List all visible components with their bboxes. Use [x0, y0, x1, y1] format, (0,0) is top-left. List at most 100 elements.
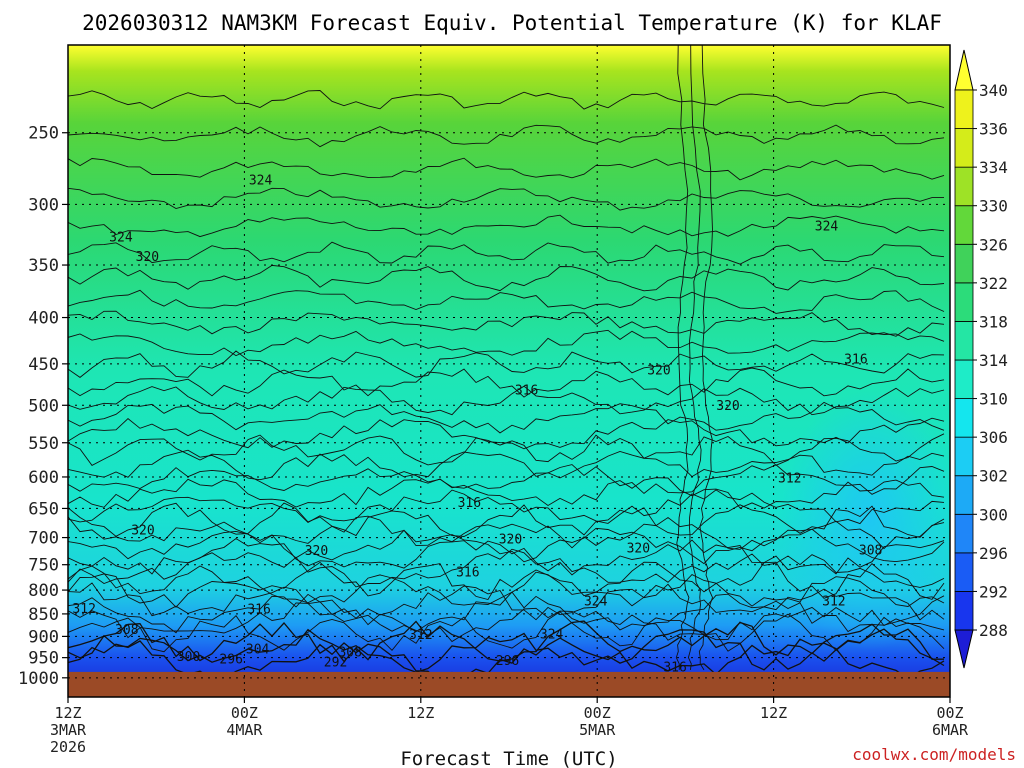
- contour-line: [68, 464, 945, 495]
- contour-line: [68, 124, 945, 148]
- colorbar-label: 334: [979, 158, 1008, 177]
- contour-label: 296: [219, 653, 242, 668]
- ground: [68, 671, 950, 697]
- contour-line: [68, 367, 945, 398]
- colorbar-label: 292: [979, 582, 1008, 601]
- contour-label: 320: [131, 523, 154, 538]
- y-tick-label: 650: [28, 499, 59, 519]
- contour-label: 324: [249, 173, 273, 188]
- contour-line: [68, 515, 945, 550]
- colorbar-swatch: [954, 513, 974, 554]
- contour-line: [68, 502, 945, 538]
- y-tick-label: 900: [28, 627, 59, 647]
- x-tick-label: 12Z 3MAR 2026: [50, 704, 87, 756]
- colorbar: 288 292 296 300 302 306 310 314 318 322 326 330 334 3…: [954, 49, 1008, 669]
- y-tick-label: 350: [28, 256, 59, 276]
- contour-line: [68, 90, 945, 110]
- colorbar-swatch: [954, 475, 974, 515]
- contour-line: [68, 187, 944, 211]
- contour-line: [68, 433, 945, 466]
- contour-line: [68, 628, 945, 673]
- contour-label: 324: [540, 628, 564, 643]
- x-tick-label: 12Z: [760, 704, 787, 722]
- contour-label: 324: [815, 219, 839, 234]
- y-tick-label: 450: [28, 355, 59, 375]
- contour-label: 292: [324, 655, 347, 670]
- x-axis-label: Forecast Time (UTC): [400, 748, 617, 768]
- contour-label: 312: [822, 595, 845, 610]
- contour-line: [68, 527, 945, 565]
- chart-title: 2026030312 NAM3KM Forecast Equiv. Potent…: [82, 11, 942, 35]
- y-tick-label: 400: [28, 309, 59, 329]
- y-tick-label: 500: [28, 396, 59, 416]
- colorbar-label: 340: [979, 81, 1008, 100]
- plot-frame: [67, 44, 951, 698]
- colorbar-swatch: [954, 89, 974, 129]
- contour-line: [68, 571, 945, 608]
- colorbar-label: 322: [979, 274, 1008, 293]
- contour-label: 316: [515, 384, 538, 399]
- contour-label: 320: [305, 544, 328, 559]
- contour-labels: 3243243203243203163163203123163203203203…: [72, 173, 882, 675]
- contour-line: [68, 350, 945, 378]
- contour-label: 316: [456, 566, 479, 581]
- contour-line: [68, 561, 945, 601]
- y-tick-label: 950: [28, 649, 59, 669]
- contour-line: [68, 449, 945, 481]
- y-tick-label: 850: [28, 605, 59, 625]
- colorbar-label: 318: [979, 312, 1008, 331]
- contour-label: 316: [247, 603, 270, 618]
- contour-label: 320: [716, 399, 739, 414]
- contour-label: 316: [663, 660, 686, 675]
- contour-label: 308: [115, 623, 138, 638]
- contour-label: 304: [246, 643, 270, 658]
- contour-label: 316: [844, 352, 867, 367]
- colorbar-swatch: [954, 591, 974, 631]
- contour-line: [68, 489, 945, 525]
- contour-label: 320: [499, 532, 522, 547]
- contour-label: 320: [647, 364, 670, 379]
- colorbar-label: 296: [979, 544, 1008, 563]
- gridlines: [68, 45, 950, 697]
- contour-label: 300: [177, 650, 200, 665]
- colorbar-label: 288: [979, 621, 1008, 640]
- colorbar-swatch: [954, 128, 974, 168]
- colorbar-swatch: [954, 552, 974, 592]
- colorbar-swatch: [954, 359, 974, 399]
- colorbar-swatch: [954, 166, 974, 207]
- contour-label: 316: [458, 496, 481, 511]
- y-tick-label: 250: [28, 124, 59, 144]
- contour-line: [68, 264, 945, 292]
- colorbar-top-arrow: [954, 49, 974, 91]
- x-tick-label: 00Z 5MAR: [579, 704, 616, 739]
- contour-label: 312: [72, 602, 95, 617]
- colorbar-swatch: [954, 398, 974, 438]
- colorbar-swatch: [954, 282, 974, 322]
- contour-line: [68, 591, 945, 634]
- contour-line: [68, 602, 945, 643]
- x-axis: 12Z 3MAR 2026 00Z 4MAR 12Z 00Z 5MAR 12Z 00Z 6MAR: [50, 697, 969, 756]
- colorbar-swatch: [954, 205, 974, 245]
- contour-line: [698, 45, 713, 671]
- contour-label: 312: [409, 628, 432, 643]
- contour-line: [68, 477, 945, 509]
- colorbar-swatch: [954, 436, 974, 477]
- colorbar-swatch: [954, 321, 974, 361]
- y-tick-label: 600: [28, 468, 59, 488]
- y-tick-label: 750: [28, 556, 59, 576]
- colorbar-label: 302: [979, 467, 1008, 486]
- contour-line: [68, 620, 944, 663]
- contour-line: [68, 329, 945, 357]
- credit-text: coolwx.com/models: [852, 745, 1016, 764]
- colorbar-label: 330: [979, 197, 1008, 216]
- colorbar-label: 314: [979, 351, 1008, 370]
- y-tick-label: 800: [28, 581, 59, 601]
- contour-label: 308: [859, 543, 882, 558]
- contour-line: [68, 289, 945, 314]
- contour-label: 308: [338, 645, 361, 660]
- x-tick-label: 00Z 4MAR: [226, 704, 263, 739]
- colorbar-label: 306: [979, 428, 1008, 447]
- colorbar-swatch: [954, 243, 974, 284]
- contour-line: [68, 548, 945, 588]
